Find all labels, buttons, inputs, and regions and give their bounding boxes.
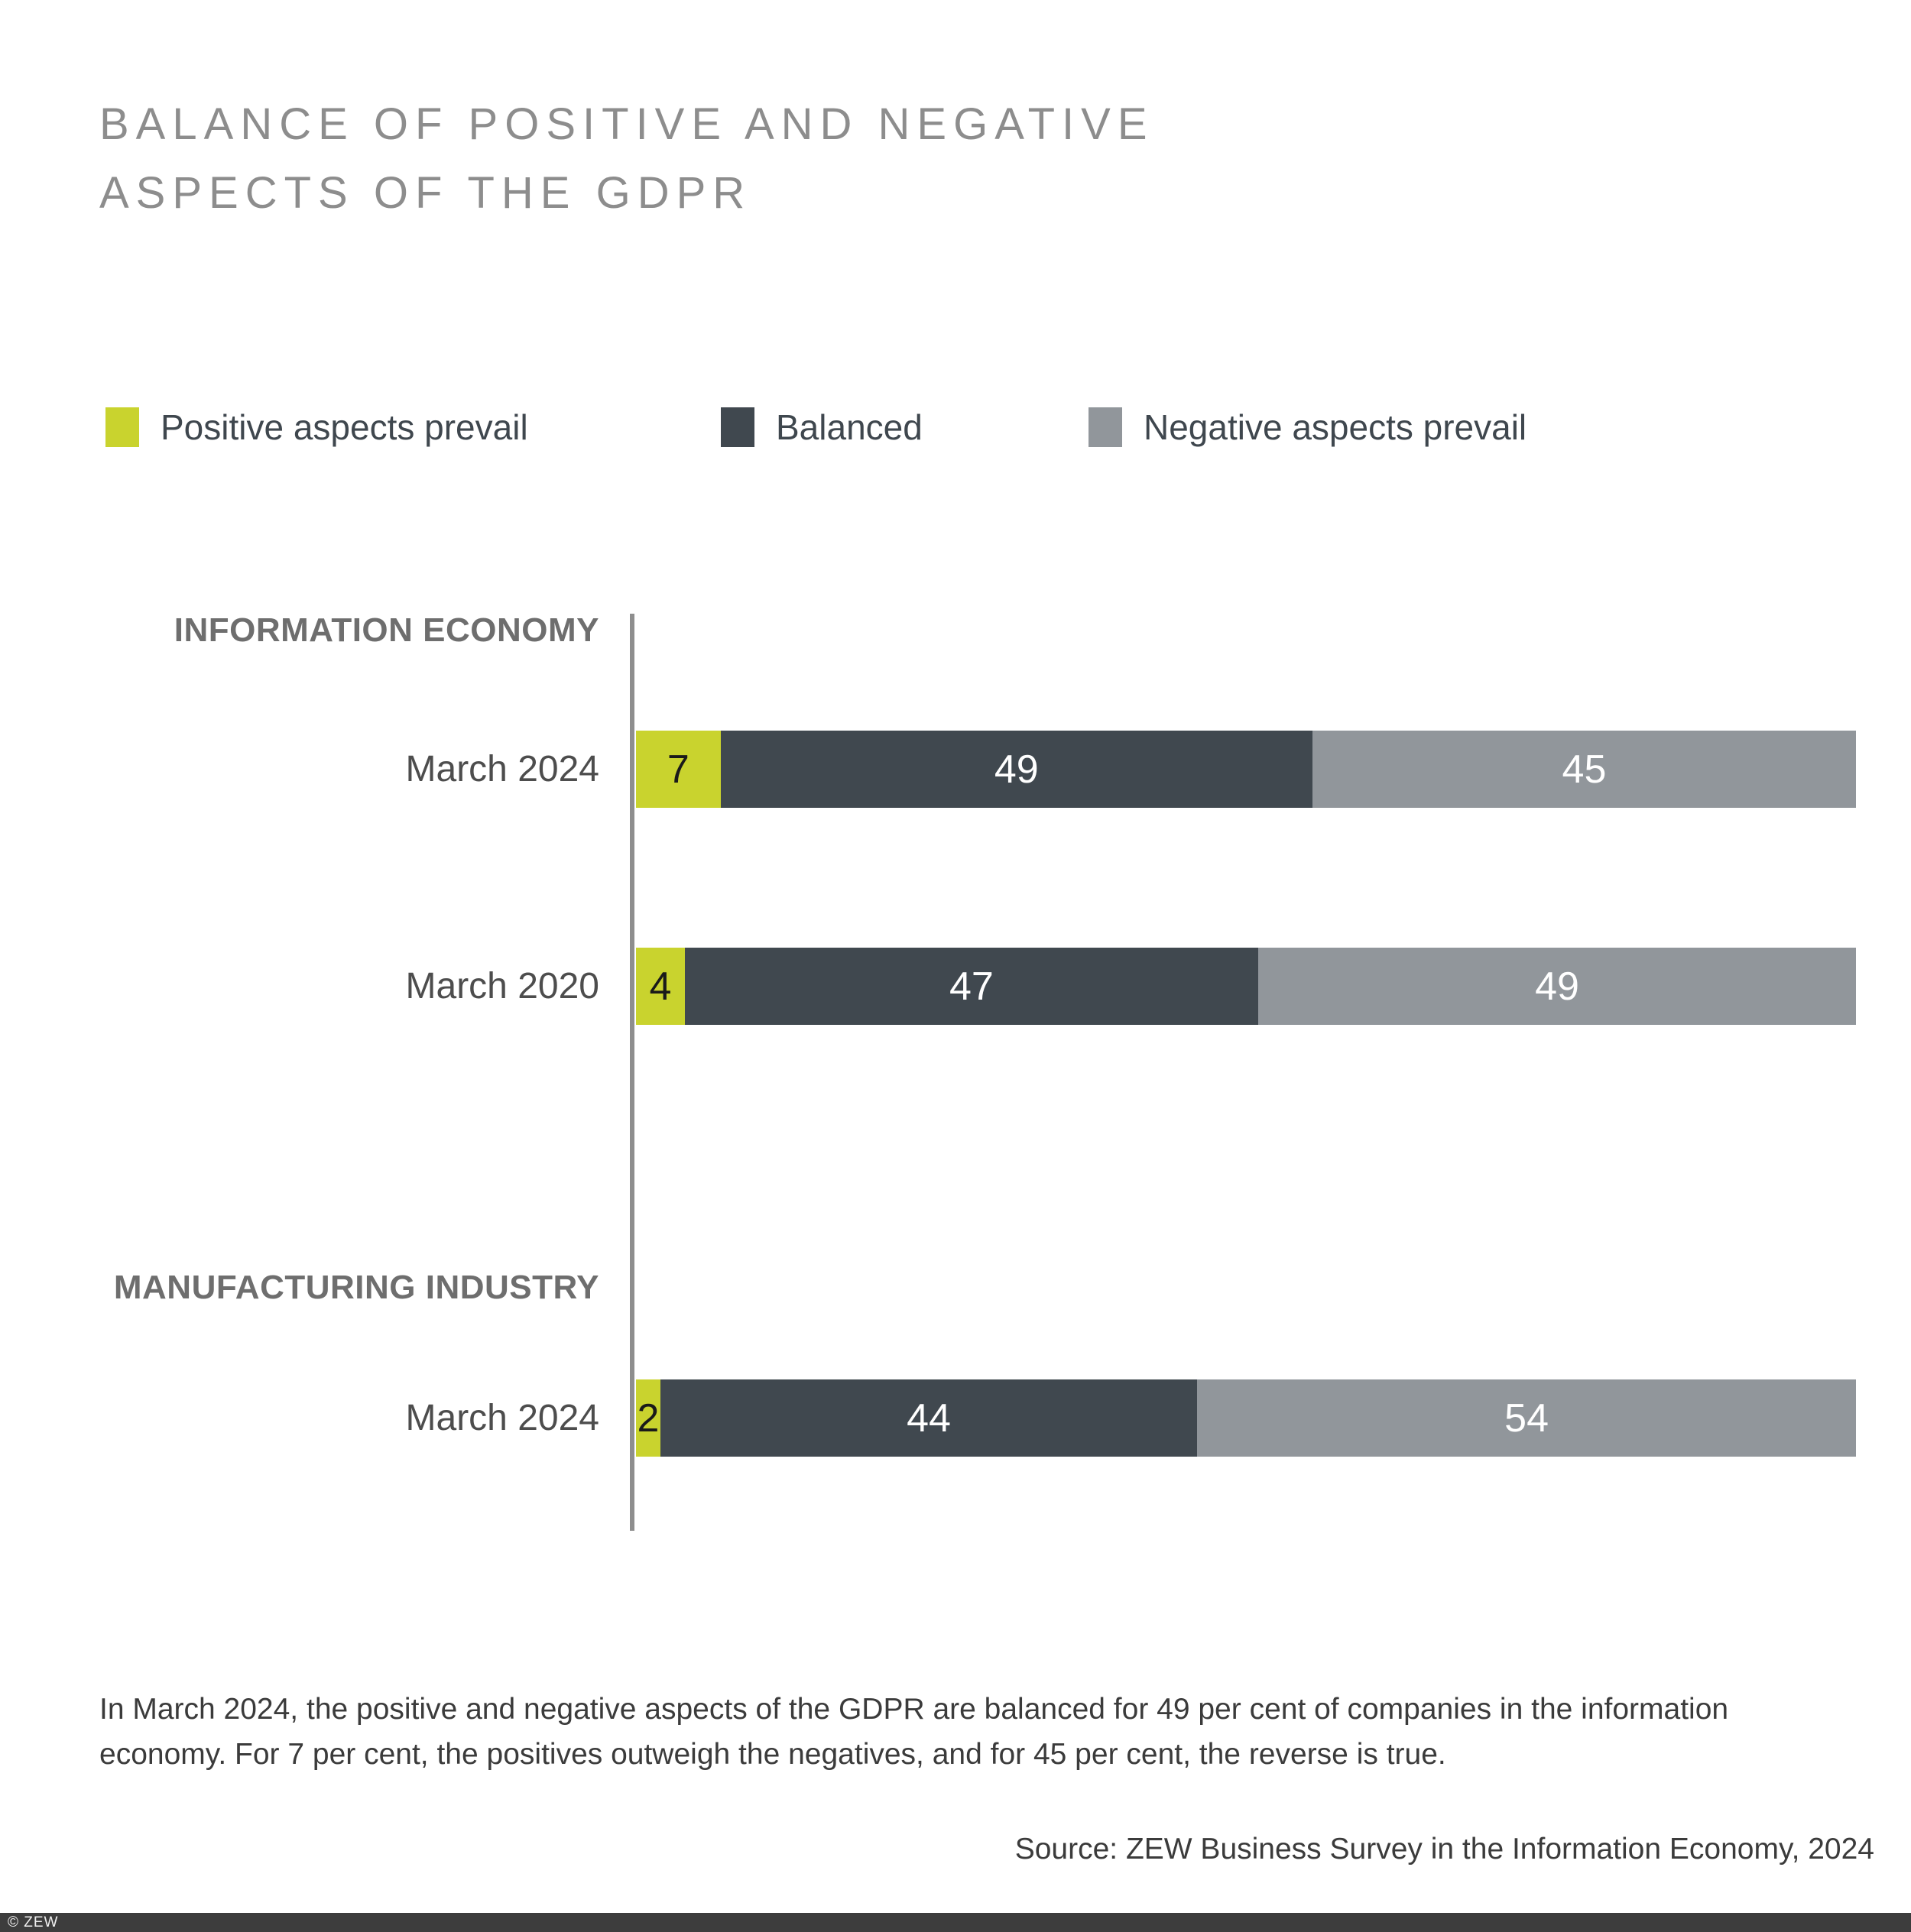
bar-segment-negative-aspects-prevail: 54 [1197,1379,1856,1457]
bar-information-economy-march-2024: 7 49 45 [636,731,1856,808]
row-label-information-economy-march-2020: March 2020 [405,966,599,1007]
chart-caption-line-1: In March 2024, the positive and negative… [99,1693,1729,1726]
bar-segment-balanced: 44 [660,1379,1198,1457]
legend-label-balanced: Balanced [776,407,923,447]
legend-item-negative: Negative aspects prevail [1089,407,1527,448]
bar-value-label: 45 [1562,747,1607,792]
footer-bar: © ZEW [0,1913,1911,1932]
source-note: Source: ZEW Business Survey in the Infor… [1014,1833,1874,1866]
legend-swatch-balanced [721,407,754,447]
section-label-information-economy: INFORMATION ECONOMY [174,611,599,649]
y-axis-line [630,614,634,1531]
chart-title-line-2: ASPECTS OF THE GDPR [99,168,752,218]
bar-segment-positive-aspects-prevail: 7 [636,731,721,808]
row-label-manufacturing-industry-march-2024: March 2024 [405,1398,599,1438]
bar-segment-negative-aspects-prevail: 45 [1312,731,1856,808]
legend-swatch-negative [1089,407,1122,447]
row-label-information-economy-march-2024: March 2024 [405,749,599,789]
bar-information-economy-march-2020: 4 47 49 [636,948,1857,1025]
bar-value-label: 2 [637,1396,660,1441]
bar-value-label: 49 [1535,964,1579,1009]
legend-item-positive: Positive aspects prevail [105,407,528,448]
copyright-label: © ZEW [8,1914,59,1930]
bar-segment-balanced: 47 [684,948,1258,1025]
chart-caption: In March 2024, the positive and negative… [99,1687,1728,1777]
bar-value-label: 47 [949,964,994,1009]
bar-value-label: 4 [649,964,672,1009]
legend-label-positive: Positive aspects prevail [161,407,528,447]
chart-title: BALANCE OF POSITIVE AND NEGATIVE ASPECTS… [99,90,1154,228]
bar-segment-balanced: 49 [720,731,1312,808]
section-label-manufacturing-industry: MANUFACTURING INDUSTRY [113,1269,599,1306]
chart-title-line-1: BALANCE OF POSITIVE AND NEGATIVE [99,99,1154,149]
bar-value-label: 44 [907,1396,951,1441]
bar-manufacturing-industry-march-2024: 2 44 54 [636,1379,1856,1457]
bar-segment-positive-aspects-prevail: 2 [636,1379,660,1457]
bar-value-label: 54 [1504,1396,1549,1441]
legend-swatch-positive [105,407,139,447]
legend-item-balanced: Balanced [721,407,923,448]
bar-value-label: 49 [994,747,1039,792]
bar-segment-positive-aspects-prevail: 4 [636,948,685,1025]
bar-segment-negative-aspects-prevail: 49 [1257,948,1857,1025]
bar-value-label: 7 [667,747,689,792]
chart-caption-line-2: economy. For 7 per cent, the positives o… [99,1738,1446,1771]
legend-label-negative: Negative aspects prevail [1144,407,1527,447]
